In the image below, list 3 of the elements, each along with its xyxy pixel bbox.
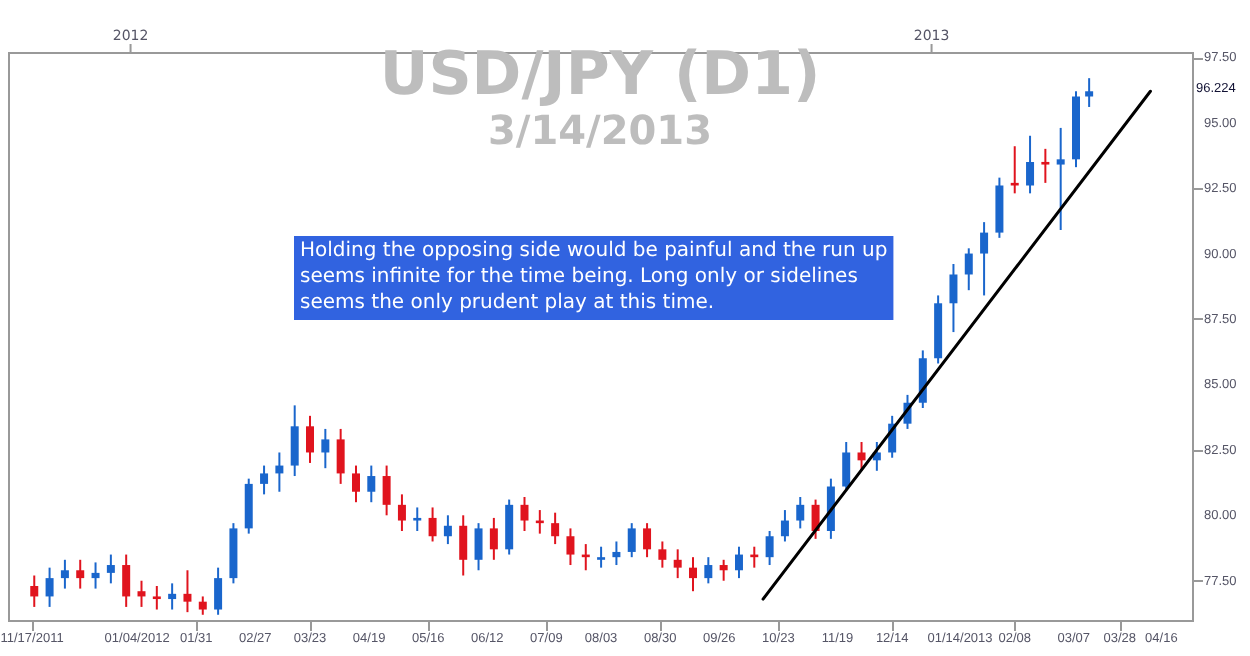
annotation: Holding the opposing side would be painful and the run up seems infinite for the time being. Long only or sidelines seems the only prudent play at this time. bbox=[300, 240, 888, 314]
chart-title: USD/JPY (D1) bbox=[379, 40, 821, 110]
text: 3/14/2013 bbox=[487, 106, 713, 154]
